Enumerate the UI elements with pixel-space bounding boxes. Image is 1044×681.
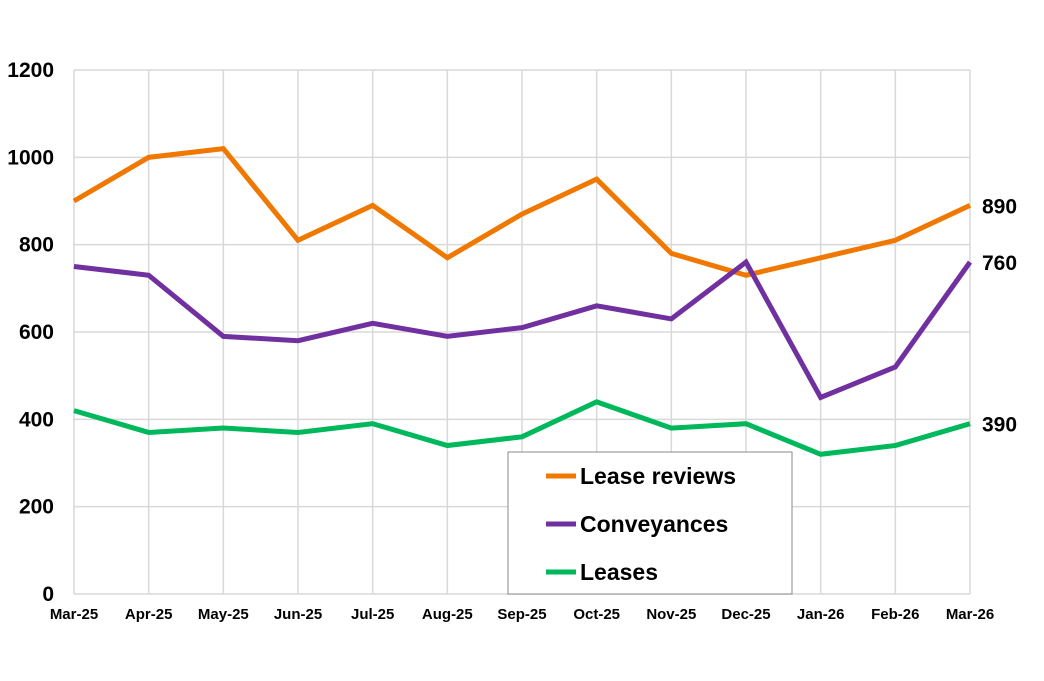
x-tick-label: Jan-26 — [797, 606, 845, 623]
y-tick-label: 800 — [19, 234, 54, 257]
end-value-label: 890 — [982, 195, 1017, 218]
y-axis: 0 200 400 600 800 1000 1200 — [7, 59, 54, 606]
series-line-lease-reviews — [72, 145, 972, 278]
x-tick-label: Sep-25 — [497, 606, 546, 623]
series-lines — [72, 145, 973, 457]
legend-label: Lease reviews — [580, 463, 736, 489]
x-tick-label: Jul-25 — [351, 606, 394, 623]
x-tick-label: Feb-26 — [871, 606, 919, 623]
y-tick-label: 0 — [42, 583, 54, 606]
end-labels: 890 760 390 — [982, 195, 1017, 436]
legend-label: Conveyances — [580, 511, 728, 537]
x-tick-label: Nov-25 — [646, 606, 696, 623]
x-tick-label: Apr-25 — [125, 606, 173, 623]
end-value-label: 390 — [982, 414, 1017, 437]
y-tick-label: 600 — [19, 321, 54, 344]
x-tick-label: Mar-25 — [50, 606, 98, 623]
y-tick-label: 1200 — [7, 59, 54, 82]
x-tick-label: Mar-26 — [946, 606, 994, 623]
y-tick-label: 200 — [19, 496, 54, 519]
series-line-conveyances — [73, 258, 973, 401]
end-value-label: 760 — [982, 252, 1017, 275]
y-tick-label: 1000 — [7, 146, 54, 169]
legend: Lease reviews Conveyances Leases — [507, 451, 793, 595]
series-line-leases — [73, 399, 971, 457]
x-tick-label: Dec-25 — [721, 606, 770, 623]
x-tick-label: May-25 — [198, 606, 249, 623]
legend-label: Leases — [580, 559, 658, 585]
x-tick-label: Aug-25 — [422, 606, 473, 623]
y-tick-label: 400 — [19, 408, 54, 431]
x-axis: Mar-25 Apr-25 May-25 Jun-25 Jul-25 Aug-25 Sep-… — [50, 606, 994, 623]
x-tick-label: Oct-25 — [573, 606, 620, 623]
x-tick-label: Jun-25 — [274, 606, 322, 623]
